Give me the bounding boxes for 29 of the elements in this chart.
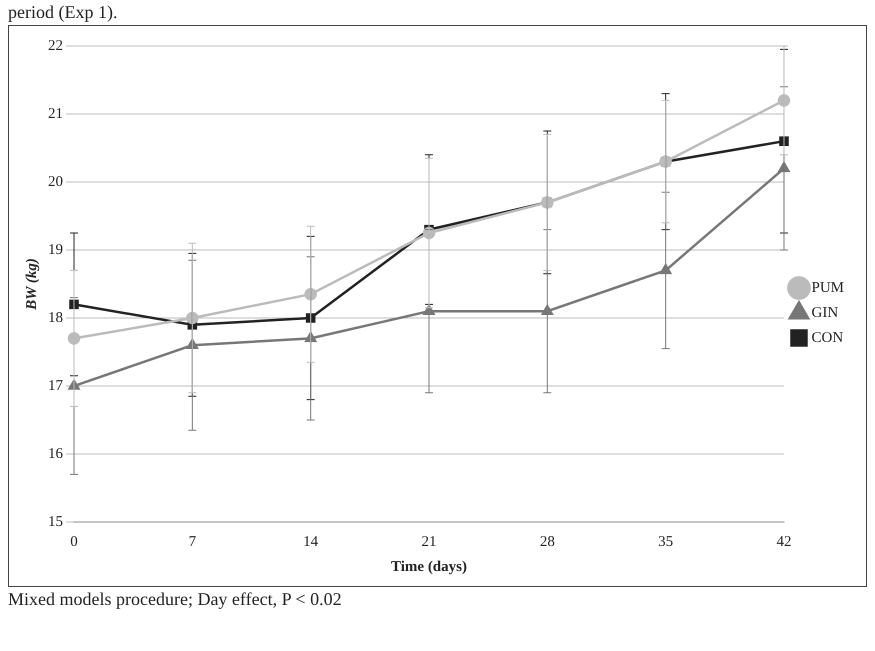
- point: [68, 332, 80, 345]
- y-tick-label: 20: [48, 174, 63, 190]
- legend-label: GIN: [811, 304, 838, 321]
- legend-label: CON: [811, 330, 844, 346]
- text: Mixed models procedure; Day effect, P < 0.02: [7, 588, 343, 611]
- y-tick-label: 18: [48, 310, 63, 326]
- y-tick-label: 21: [48, 106, 63, 122]
- x-axis-title: Time (days): [391, 558, 467, 575]
- y-tick-label: 15: [48, 514, 63, 530]
- y-tick-label: 17: [48, 378, 64, 394]
- y-tick-label: 19: [48, 242, 63, 258]
- x-tick-label: 28: [540, 534, 555, 550]
- point: [186, 312, 199, 324]
- point: [660, 264, 672, 274]
- y-tick-label: 22: [48, 38, 63, 54]
- x-tick-label: 7: [188, 534, 197, 550]
- x-tick-label: 35: [658, 534, 674, 550]
- x-tick-label: 21: [421, 534, 436, 550]
- point: [542, 304, 553, 315]
- x-tick-label: 42: [776, 534, 792, 550]
- legend-label: PUM: [811, 280, 844, 296]
- text: period (Exp 1).: [7, 1, 118, 24]
- point: [778, 162, 790, 172]
- point: [778, 94, 790, 107]
- y-axis-title: BW (kg): [24, 258, 40, 311]
- y-tick-label: 16: [48, 446, 64, 462]
- x-tick-label: 14: [303, 534, 319, 550]
- x-tick-label: 0: [70, 534, 78, 550]
- point: [304, 288, 317, 300]
